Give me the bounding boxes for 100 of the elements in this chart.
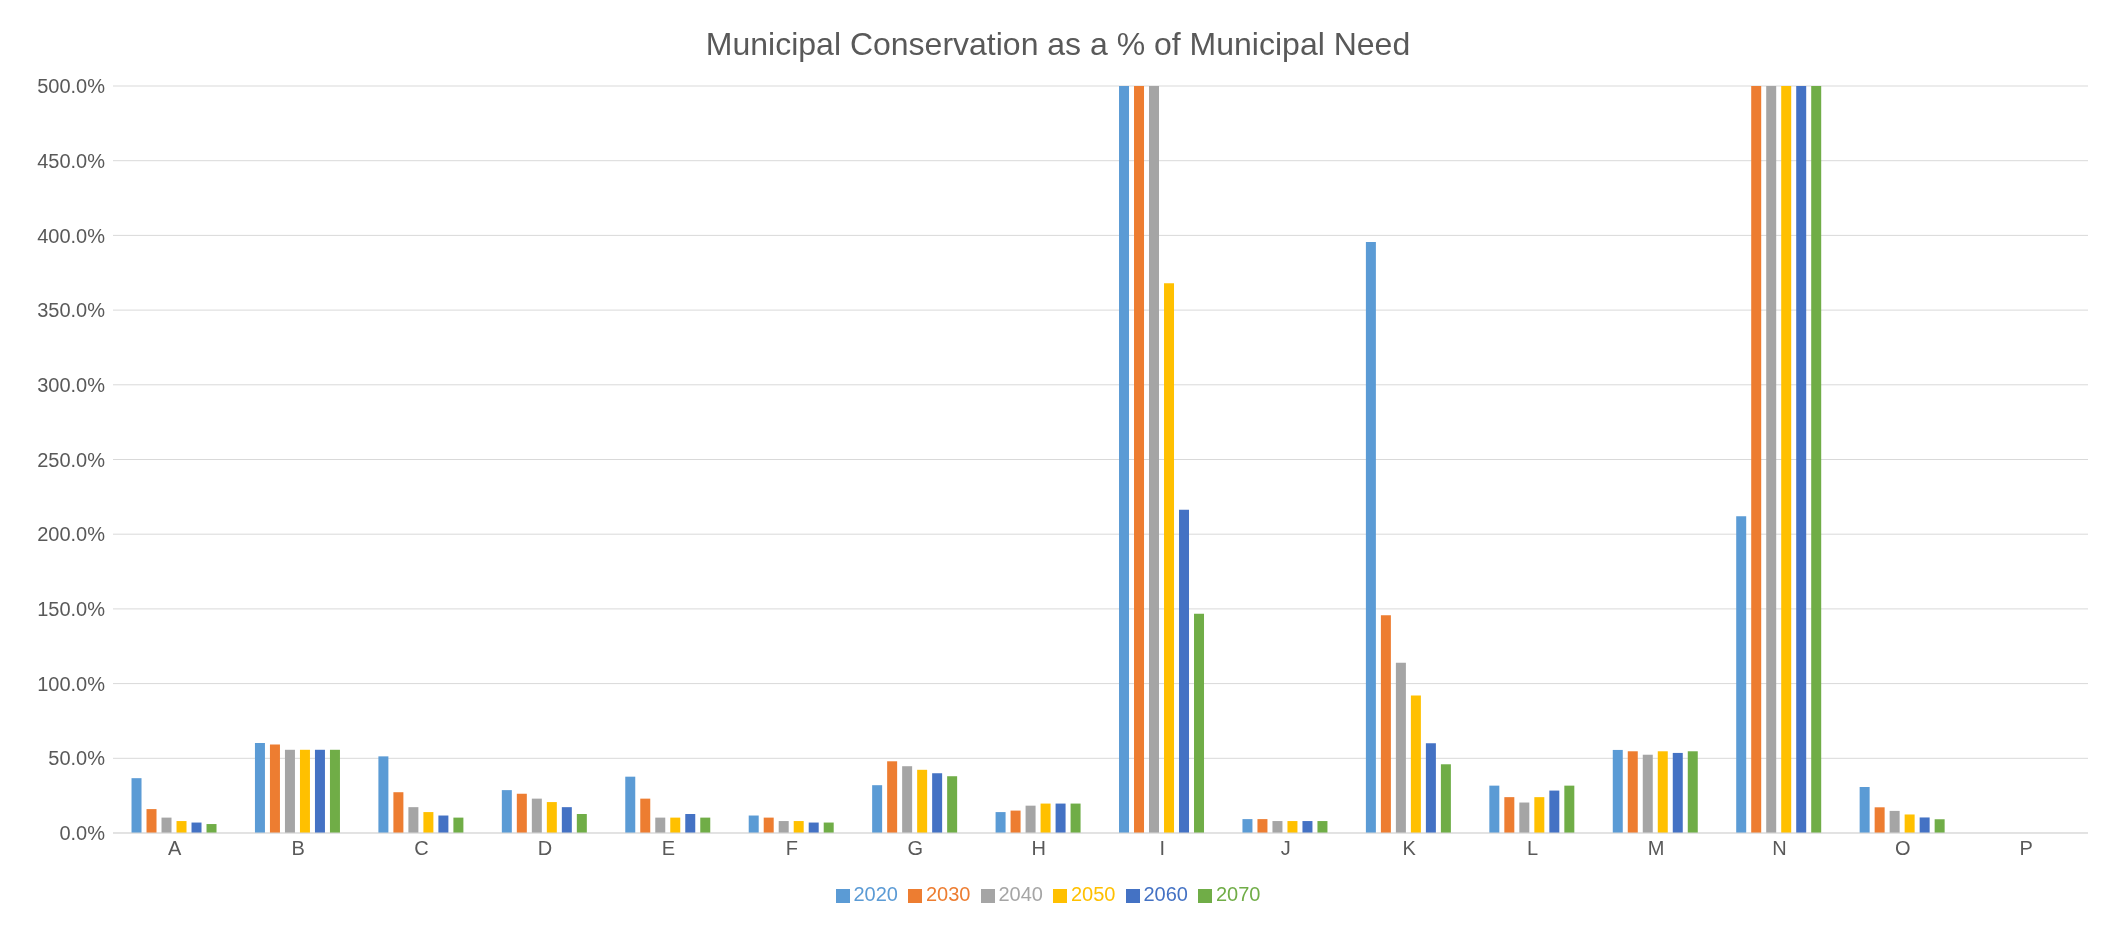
bar [329, 749, 340, 833]
bar [1257, 819, 1268, 833]
bar [1149, 86, 1160, 833]
bar [1164, 283, 1175, 833]
bar [1272, 821, 1283, 833]
x-tick-label: K [1402, 837, 1417, 860]
bar [1395, 662, 1406, 833]
bar [453, 817, 464, 833]
bar [1179, 509, 1190, 833]
bar [763, 817, 774, 833]
bar [1687, 751, 1698, 833]
bar [314, 749, 325, 833]
bar [1134, 86, 1145, 833]
bar [748, 815, 759, 833]
bar [423, 812, 434, 833]
bar [778, 821, 789, 833]
legend-label: 2040 [998, 883, 1043, 905]
x-tick-label: P [2019, 837, 2033, 860]
bar [438, 815, 449, 833]
x-tick-label: C [414, 837, 429, 860]
bar [1410, 695, 1421, 833]
bar [1519, 802, 1530, 833]
bar [932, 773, 943, 833]
bar [1119, 86, 1130, 833]
bar [1489, 785, 1500, 833]
bar [1549, 790, 1560, 833]
bar [1781, 86, 1792, 833]
bar [1919, 817, 1930, 833]
bar [1612, 749, 1623, 833]
bar [1736, 516, 1747, 833]
bar [1934, 819, 1945, 833]
x-tick-label: M [1647, 837, 1665, 860]
bar [1811, 86, 1822, 833]
bar [625, 776, 636, 833]
x-tick-label: I [1159, 837, 1165, 860]
bar [1564, 785, 1575, 833]
bar [284, 749, 295, 833]
bar [1010, 810, 1021, 833]
bar [685, 814, 696, 833]
bar [254, 742, 265, 833]
y-tick-label: 50.0% [48, 747, 106, 770]
bar [131, 778, 142, 833]
y-tick-label: 0.0% [59, 822, 106, 845]
bar [1317, 821, 1328, 833]
bar [872, 785, 883, 833]
y-tick-label: 350.0% [37, 299, 106, 322]
legend-label: 2020 [853, 883, 898, 905]
bar [902, 766, 913, 833]
bar [546, 802, 557, 833]
x-tick-label: B [291, 837, 305, 860]
legend-label: 2050 [1071, 883, 1116, 905]
bar [1025, 805, 1036, 833]
bar [161, 817, 172, 833]
bar [1534, 797, 1545, 833]
x-tick-label: F [785, 837, 799, 860]
bar [887, 761, 898, 833]
bar [269, 744, 280, 833]
x-tick-label: A [168, 837, 183, 860]
bar [947, 776, 958, 833]
y-tick-label: 300.0% [37, 373, 106, 396]
bar [1672, 752, 1683, 833]
bar [561, 807, 572, 833]
y-tick-label: 250.0% [37, 448, 106, 471]
bar [1859, 786, 1870, 833]
bar [146, 809, 157, 833]
bar [1070, 803, 1081, 833]
chart-title: Municipal Conservation as a % of Municipal Need [704, 25, 1412, 64]
bar [1504, 797, 1515, 833]
bar [1055, 803, 1066, 833]
y-tick-label: 450.0% [37, 149, 106, 172]
bar [917, 769, 928, 833]
bar [640, 798, 651, 833]
x-tick-label: G [907, 837, 924, 860]
bar [1040, 803, 1051, 833]
bar [1194, 613, 1205, 833]
legend-label: 2070 [1216, 883, 1261, 905]
bar [1642, 754, 1653, 833]
bar [378, 756, 389, 833]
bar [1425, 743, 1436, 833]
bar [176, 821, 187, 833]
bar [1627, 751, 1638, 833]
bar [1287, 821, 1298, 833]
x-tick-label: J [1280, 837, 1291, 860]
bar [1242, 819, 1253, 833]
legend-label: 2060 [1143, 883, 1188, 905]
bar [1874, 807, 1885, 833]
x-tick-label: D [537, 837, 553, 860]
x-tick-label: L [1526, 837, 1539, 860]
bar [1766, 86, 1777, 833]
bar [670, 817, 681, 833]
bar [1657, 751, 1668, 833]
bar [501, 790, 512, 833]
bar [531, 798, 542, 833]
bar [576, 814, 587, 833]
y-tick-label: 150.0% [37, 598, 106, 620]
bar [1302, 821, 1313, 833]
bar [408, 807, 419, 833]
y-tick-label: 100.0% [37, 672, 106, 695]
bar [700, 817, 711, 833]
bar [655, 817, 666, 833]
